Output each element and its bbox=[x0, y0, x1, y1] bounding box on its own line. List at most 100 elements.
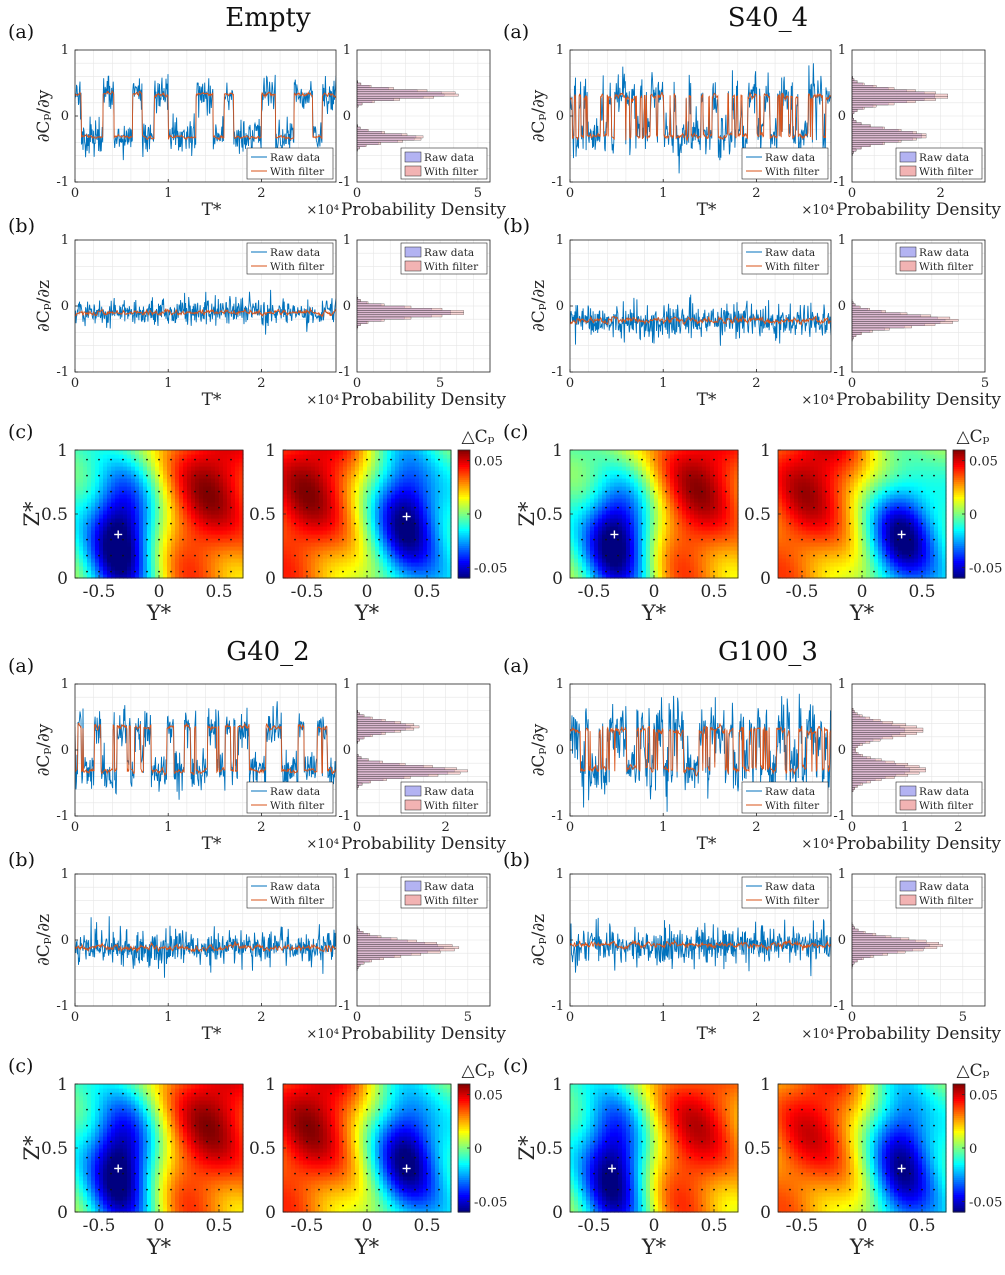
panel-label-c: (c) bbox=[8, 421, 33, 443]
heatmap-cell bbox=[598, 510, 603, 515]
heatmap-cell bbox=[431, 478, 436, 483]
probe-point bbox=[725, 554, 727, 557]
heatmap-cell bbox=[411, 458, 416, 463]
heatmap-cell bbox=[383, 450, 388, 455]
heatmap-cell bbox=[107, 574, 112, 579]
heatmap-cell bbox=[718, 542, 723, 547]
heatmap-cell bbox=[435, 454, 440, 459]
heatmap-cell bbox=[151, 518, 156, 523]
heatmap-cell bbox=[211, 510, 216, 515]
heatmap-cell bbox=[363, 478, 368, 483]
heatmap-cell bbox=[726, 526, 731, 531]
heatmap-cell bbox=[87, 570, 92, 575]
heatmap-cell bbox=[211, 514, 216, 519]
heatmap-cell bbox=[187, 518, 192, 523]
heatmap-cell bbox=[602, 534, 607, 539]
heatmap-cell bbox=[590, 570, 595, 575]
heatmap-cell bbox=[315, 494, 320, 499]
heatmap-cell bbox=[223, 466, 228, 471]
heatmap-cell bbox=[187, 486, 192, 491]
heatmap-cell bbox=[327, 534, 332, 539]
probe-point bbox=[158, 458, 160, 461]
heatmap-cell bbox=[183, 462, 188, 467]
heatmap-cell bbox=[379, 478, 384, 483]
heatmap-cell bbox=[127, 574, 132, 579]
heatmap-cell bbox=[331, 470, 336, 475]
heatmap-cell bbox=[399, 450, 404, 455]
heatmap-cell bbox=[706, 574, 711, 579]
heatmap-cell bbox=[586, 494, 591, 499]
heatmap-cell bbox=[435, 562, 440, 567]
heatmap-cell bbox=[87, 450, 92, 455]
heatmap-cell bbox=[674, 562, 679, 567]
heatmap-cell bbox=[590, 550, 595, 555]
heatmap-cell bbox=[710, 530, 715, 535]
heatmap-cell bbox=[686, 490, 691, 495]
heatmap-cell bbox=[379, 554, 384, 559]
heatmap-cell bbox=[359, 462, 364, 467]
heatmap-cell bbox=[299, 534, 304, 539]
heatmap-cell bbox=[207, 518, 212, 523]
heatmap-cell bbox=[399, 570, 404, 575]
heatmap-cell bbox=[99, 514, 104, 519]
heatmap-cell bbox=[602, 558, 607, 563]
hist-filter-bar bbox=[851, 93, 949, 97]
map-x-tick-label: 0.5 bbox=[413, 582, 440, 602]
heatmap-cell bbox=[690, 518, 695, 523]
heatmap-cell bbox=[682, 514, 687, 519]
heatmap-cell bbox=[718, 534, 723, 539]
heatmap-cell bbox=[227, 562, 232, 567]
heatmap-cell bbox=[411, 486, 416, 491]
heatmap-cell bbox=[207, 510, 212, 515]
heatmap-cell bbox=[710, 518, 715, 523]
heatmap-cell bbox=[443, 570, 448, 575]
colorbar-cell bbox=[458, 467, 470, 470]
heatmap-cell bbox=[155, 506, 160, 511]
heatmap-cell bbox=[606, 510, 611, 515]
map-y-tick-label: 0 bbox=[265, 569, 276, 589]
heatmap-cell bbox=[323, 558, 328, 563]
heatmap-cell bbox=[235, 482, 240, 487]
heatmap-cell bbox=[127, 510, 132, 515]
heatmap-cell bbox=[658, 550, 663, 555]
heatmap-cell bbox=[75, 506, 80, 511]
heatmap-cell bbox=[75, 494, 80, 499]
heatmap-cell bbox=[391, 486, 396, 491]
heatmap-cell bbox=[155, 486, 160, 491]
heatmap-cell bbox=[191, 510, 196, 515]
probe-point bbox=[218, 522, 220, 525]
heatmap-cell bbox=[183, 550, 188, 555]
heatmap-cell bbox=[383, 546, 388, 551]
probe-point bbox=[330, 474, 332, 477]
hist-filter-bar bbox=[356, 126, 361, 130]
probe-point bbox=[306, 570, 308, 573]
heatmap-cell bbox=[646, 562, 651, 567]
heatmap-cell bbox=[195, 570, 200, 575]
heatmap-cell bbox=[618, 502, 623, 507]
heatmap-cell bbox=[582, 558, 587, 563]
heatmap-cell bbox=[391, 554, 396, 559]
heatmap-cell bbox=[439, 502, 444, 507]
probe-point bbox=[122, 538, 124, 541]
legend-filter-label: With filter bbox=[765, 166, 820, 178]
probe-point bbox=[677, 506, 679, 509]
heatmap-cell bbox=[179, 550, 184, 555]
heatmap-cell bbox=[207, 570, 212, 575]
heatmap-cell bbox=[283, 566, 288, 571]
heatmap-cell bbox=[315, 514, 320, 519]
heatmap-cell bbox=[287, 566, 292, 571]
heatmap-cell bbox=[307, 538, 312, 543]
heatmap-cell bbox=[375, 498, 380, 503]
map-x-tick-label: 0.5 bbox=[700, 582, 727, 602]
heatmap-cell bbox=[319, 554, 324, 559]
heatmap-cell bbox=[227, 526, 232, 531]
heatmap-cell bbox=[702, 462, 707, 467]
hist-filter-bar bbox=[356, 301, 369, 304]
heatmap-cell bbox=[179, 490, 184, 495]
heatmap-cell bbox=[411, 538, 416, 543]
colorbar-cell bbox=[458, 479, 470, 483]
heatmap-cell bbox=[630, 470, 635, 475]
heatmap-cell bbox=[239, 510, 244, 515]
heatmap-cell bbox=[331, 454, 336, 459]
heatmap-cell bbox=[642, 450, 647, 455]
